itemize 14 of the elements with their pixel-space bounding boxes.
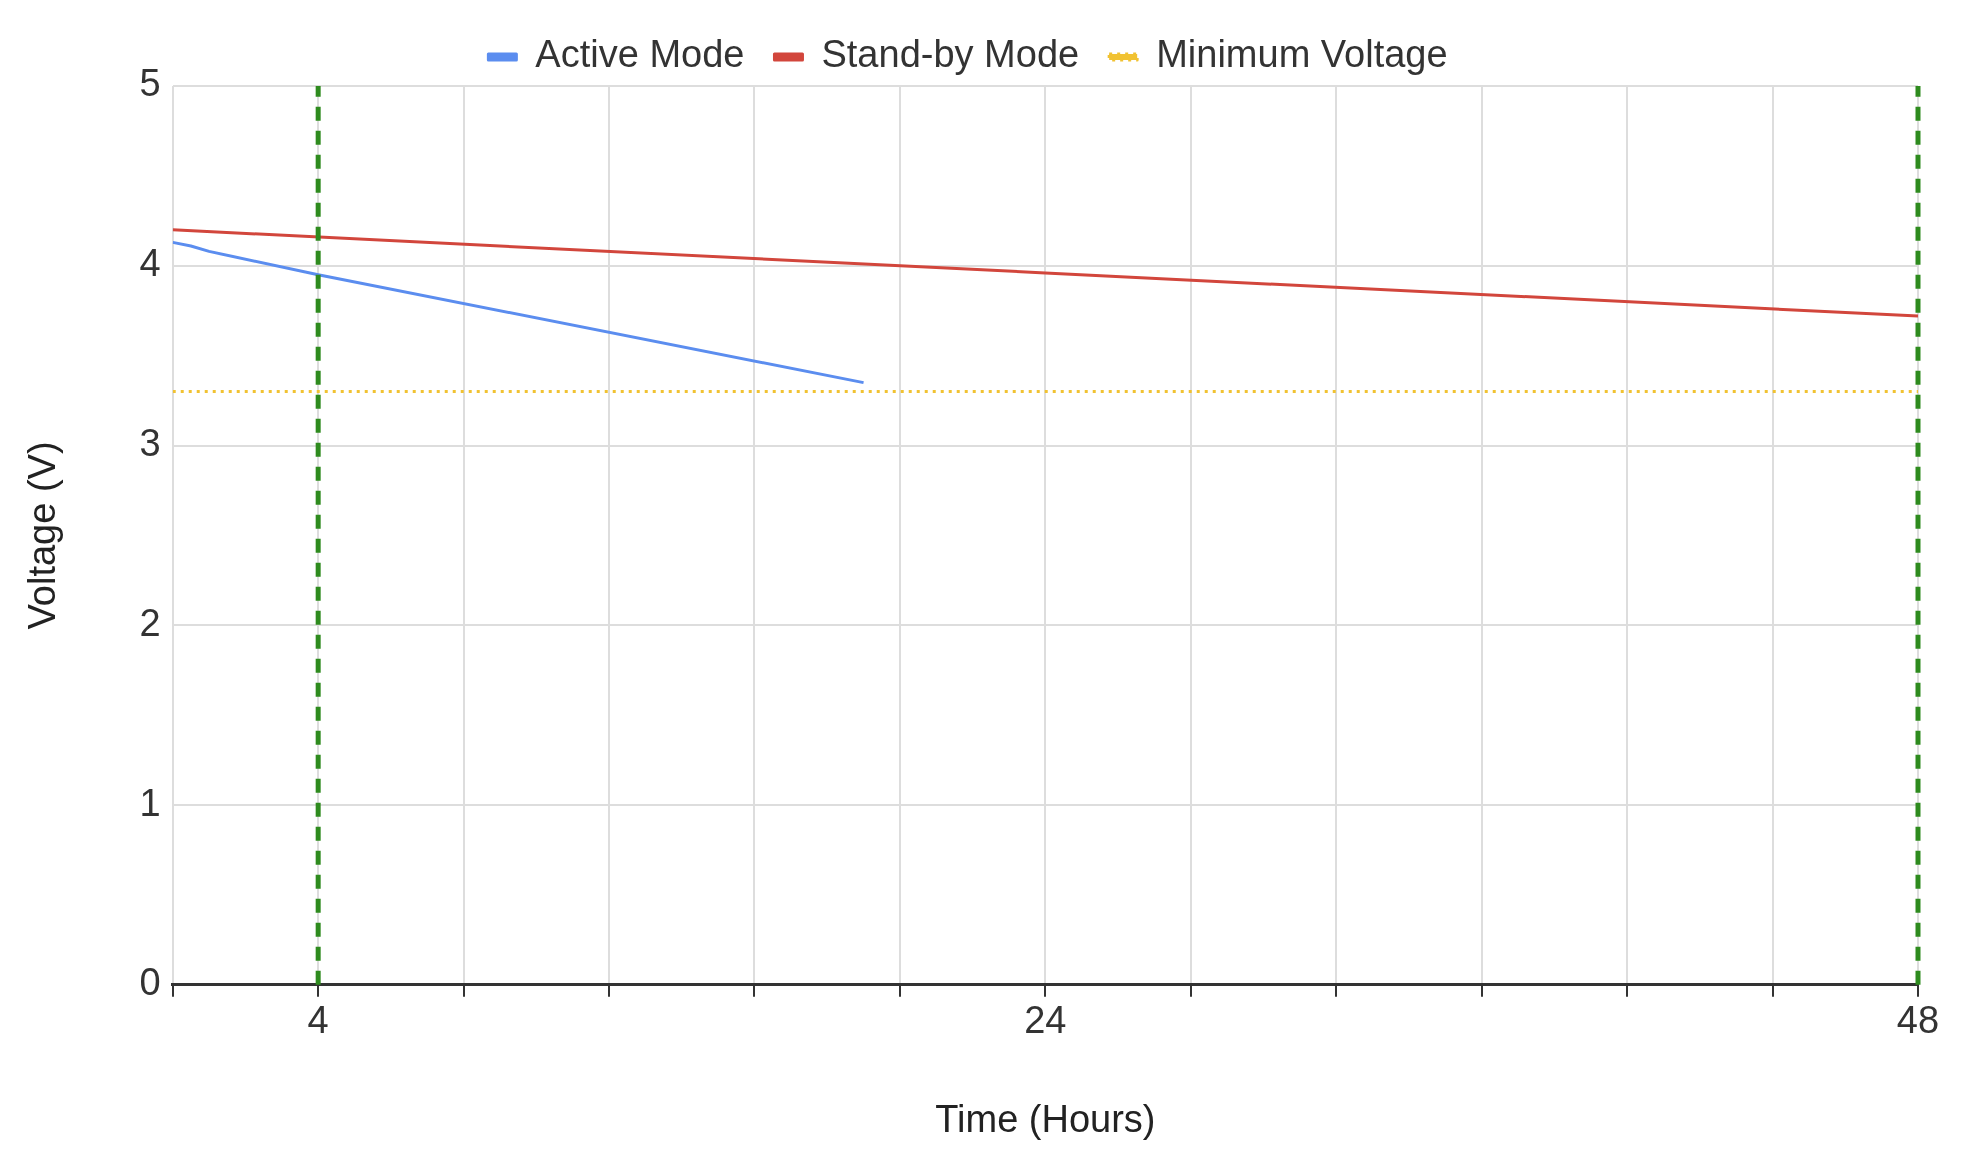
- y-tick-label: 1: [139, 781, 161, 824]
- y-tick-label: 4: [139, 242, 161, 285]
- y-tick-label: 0: [139, 961, 161, 1004]
- x-tick-label: 24: [1024, 999, 1067, 1042]
- y-axis-title: Voltage (V): [21, 441, 64, 630]
- legend-label: Active Mode: [535, 33, 745, 76]
- legend-label: Minimum Voltage: [1156, 33, 1448, 76]
- x-tick-label: 4: [307, 999, 329, 1042]
- y-tick-label: 5: [139, 62, 161, 105]
- x-tick-label: 48: [1896, 999, 1940, 1042]
- y-tick-label: 3: [139, 422, 161, 464]
- legend-label: Stand-by Mode: [821, 33, 1080, 76]
- y-tick-label: 2: [139, 601, 161, 644]
- x-axis-title: Time (Hours): [935, 1097, 1156, 1140]
